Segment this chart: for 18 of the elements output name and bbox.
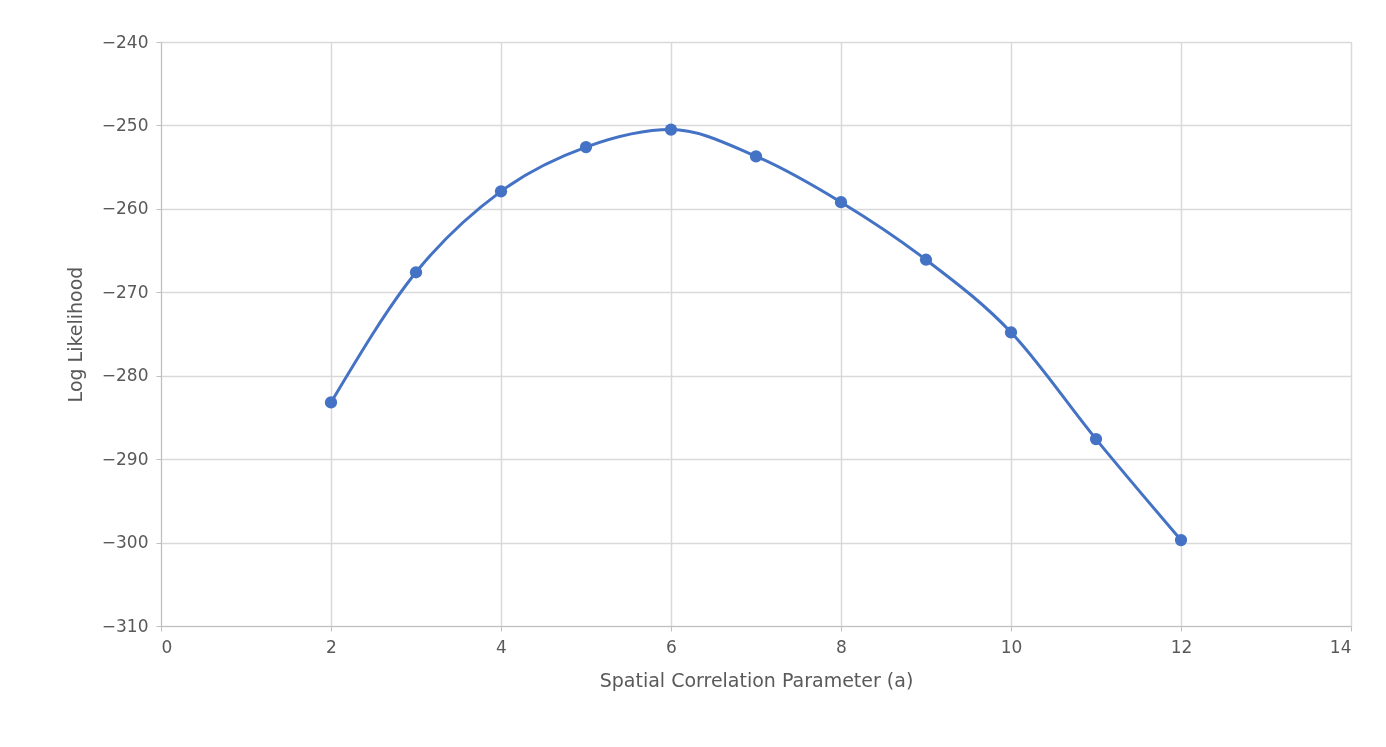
y-tick-label: −250 (101, 114, 149, 135)
y-tick-label: −260 (101, 198, 149, 219)
y-axis-title: Log Likelihood (63, 266, 86, 403)
y-tick-label: −240 (101, 31, 149, 52)
y-tick-label: −310 (101, 615, 149, 636)
y-tick-label: −270 (101, 281, 149, 302)
x-tick-label: 14 (1329, 636, 1352, 657)
x-tick-label: 10 (1000, 636, 1023, 657)
x-axis-title: Spatial Correlation Parameter (a) (599, 668, 914, 691)
y-tick-label: −290 (101, 448, 149, 469)
x-tick-label: 4 (496, 636, 507, 657)
y-tick-label: −280 (101, 365, 149, 386)
x-tick-label: 2 (326, 636, 337, 657)
x-tick-label: 0 (161, 636, 173, 657)
x-tick-label: 12 (1170, 636, 1193, 657)
y-tick-label: −300 (101, 532, 149, 553)
x-tick-label: 6 (666, 636, 677, 657)
x-tick-label: 8 (836, 636, 847, 657)
